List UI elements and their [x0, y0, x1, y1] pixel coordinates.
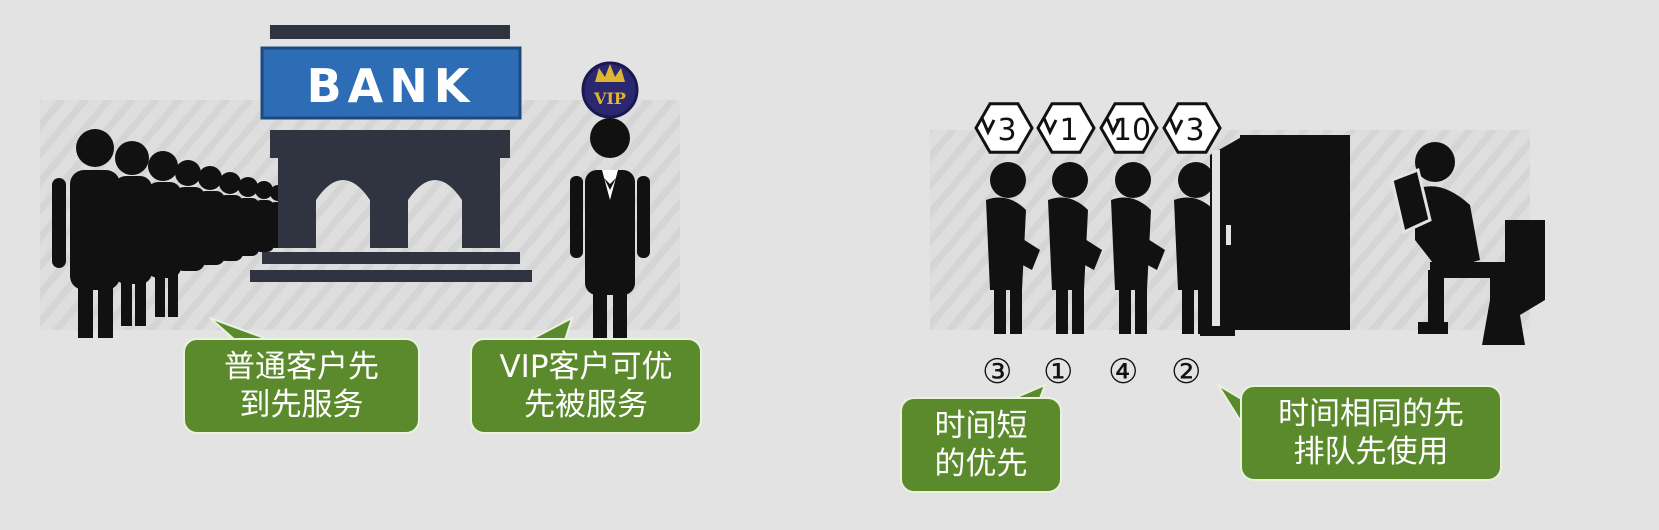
waiting-person — [986, 162, 1040, 334]
pointer-vip — [529, 315, 574, 341]
bank-step-2 — [250, 270, 532, 282]
queue-person — [147, 151, 181, 317]
ticket-sign — [1099, 102, 1159, 154]
ticket-sign — [974, 102, 1034, 154]
rewind-arrow-icon — [1105, 117, 1121, 136]
callout-same-time-first-line2: 排队先使用 — [1293, 434, 1449, 470]
order-mark-3: ④ — [1108, 352, 1139, 392]
bank-pillar-mid — [370, 158, 408, 248]
callout-shortest-first-line2: 的优先 — [934, 446, 1028, 482]
bank-sign-text: BANK — [307, 59, 476, 113]
restroom-door — [1200, 135, 1350, 336]
vip-badge — [581, 61, 639, 119]
vip-person: VIP — [570, 61, 650, 340]
ticket-number: 3 — [1185, 113, 1204, 148]
rewind-arrow-icon — [1042, 117, 1058, 136]
restroom-scene: 3 1 10 3 — [930, 102, 1545, 345]
callout-vip-first-line1: VIP客户可优 — [499, 349, 673, 385]
rewind-arrow-icon — [1168, 117, 1184, 136]
bank-building: BANK — [250, 25, 532, 282]
order-mark-4: ② — [1171, 352, 1202, 392]
bank-step-1 — [262, 252, 520, 264]
rewind-arrow-icon — [980, 117, 996, 136]
callout-vip-first-line2: 先被服务 — [524, 387, 648, 423]
callout-normal-first-line2: 到先服务 — [239, 387, 364, 423]
queue-person — [114, 141, 152, 326]
queue-person — [174, 160, 205, 271]
crown-icon — [595, 64, 625, 82]
callout-normal-first-line1: 普通客户先 — [224, 349, 379, 385]
waiting-person — [1048, 162, 1102, 334]
ticket-sign — [1036, 102, 1096, 154]
order-mark-2: ① — [1043, 352, 1074, 392]
callout-vip-first: VIP客户可优 先被服务 — [470, 338, 702, 434]
bank-pillar-right — [462, 158, 500, 248]
callout-same-time-first: 时间相同的先 排队先使用 — [1240, 385, 1502, 481]
ticket-sign — [1162, 102, 1222, 154]
ticket-number: 3 — [997, 113, 1016, 148]
pointer-normal — [209, 317, 271, 341]
callout-normal-first: 普通客户先 到先服务 — [183, 338, 420, 434]
book-icon — [1390, 167, 1432, 235]
toilet-reader — [1390, 142, 1545, 345]
ticket-number: 1 — [1059, 113, 1078, 148]
bank-lintel — [270, 130, 510, 158]
bank-arch-left — [316, 158, 370, 200]
callout-shortest-first-line1: 时间短 — [934, 408, 1028, 444]
waiting-person — [1111, 162, 1165, 334]
callout-same-time-first-line1: 时间相同的先 — [1278, 396, 1464, 432]
bank-scene: BANK VIP — [40, 25, 680, 340]
bank-sign — [260, 46, 522, 120]
queue-person-front — [52, 129, 120, 338]
toilet-icon — [1482, 220, 1545, 345]
vip-badge-text: VIP — [593, 89, 626, 108]
ticket-number: 10 — [1113, 113, 1151, 148]
order-mark-1: ③ — [982, 352, 1013, 392]
bank-roof — [270, 25, 510, 39]
bank-pillar-left — [278, 158, 316, 248]
callout-shortest-first: 时间短 的优先 — [900, 397, 1062, 493]
bank-arch-right — [408, 158, 462, 200]
